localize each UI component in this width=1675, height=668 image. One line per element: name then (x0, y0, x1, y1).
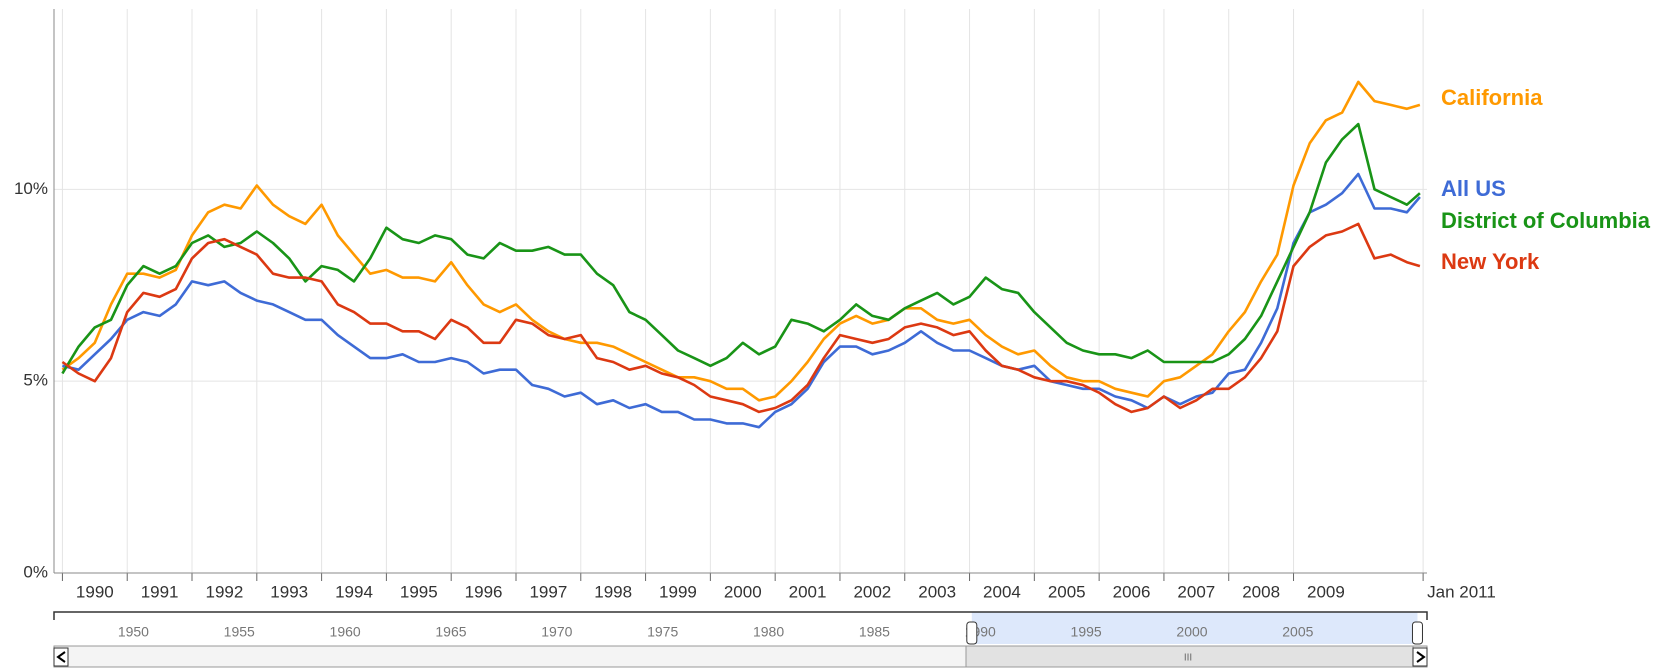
overview-selection (971, 612, 1418, 644)
overview-tick-label: 1950 (118, 624, 149, 640)
y-tick-label: 5% (23, 371, 48, 390)
arrow-right (1416, 651, 1426, 663)
overview-tick-label: 1955 (224, 624, 255, 640)
selection-handle[interactable] (966, 621, 978, 645)
x-tick-label: 1997 (529, 582, 567, 601)
x-tick-label: Jan 2011 (1427, 582, 1496, 601)
x-tick-label: 2005 (1048, 582, 1086, 601)
x-tick-label: 2002 (853, 582, 891, 601)
series-line (61, 80, 1421, 402)
x-tick-label: 2003 (918, 582, 956, 601)
selection-handle[interactable] (1411, 621, 1423, 645)
overview-tick-label: 1995 (1071, 624, 1102, 640)
legend-label: California (1441, 85, 1543, 110)
x-tick-label: 1994 (335, 582, 373, 601)
legend-label: New York (1441, 249, 1540, 274)
overview-tick-label: 1960 (330, 624, 361, 640)
x-tick-label: 2001 (789, 582, 827, 601)
overview-tick-label: 1980 (753, 624, 784, 640)
x-tick-label: 2006 (1113, 582, 1151, 601)
x-tick-label: 2007 (1177, 582, 1215, 601)
x-tick-label: 2009 (1307, 582, 1345, 601)
x-tick-label: 1990 (76, 582, 114, 601)
x-tick-label: 1995 (400, 582, 438, 601)
arrow-left (56, 651, 66, 663)
overview-tick-label: 2000 (1176, 624, 1207, 640)
y-tick-label: 0% (23, 562, 48, 581)
overview-tick-label: 1975 (647, 624, 678, 640)
x-tick-label: 1991 (141, 582, 179, 601)
overview-tick-label: 1965 (435, 624, 466, 640)
x-tick-label: 1992 (205, 582, 243, 601)
scroll-left[interactable] (53, 647, 69, 667)
x-tick-label: 1993 (270, 582, 308, 601)
y-tick-label: 10% (14, 179, 48, 198)
plot: 0% 5% 10% 1990 1991 1992 1993 1994 1995 1996 1997 1… (14, 9, 1651, 601)
series-line (61, 222, 1421, 414)
series-line (62, 172, 1421, 429)
thumb-grip: III (1184, 653, 1192, 664)
legend-label: District of Columbia (1441, 208, 1651, 233)
x-tick-label: 1999 (659, 582, 697, 601)
legend-label: All US (1441, 176, 1506, 201)
overview-axis (53, 611, 1428, 620)
overview-tick-label: 1970 (541, 624, 572, 640)
overview-tick-label: 2005 (1282, 624, 1313, 640)
overview-tick-label: 1985 (859, 624, 890, 640)
x-tick-label: 2008 (1242, 582, 1280, 601)
x-tick-label: 1998 (594, 582, 632, 601)
x-tick-label: 2004 (983, 582, 1021, 601)
series-line (61, 122, 1421, 375)
scroll-right[interactable] (1412, 647, 1428, 667)
overview[interactable]: 1950 1955 1960 1965 1970 1975 1980 1985 1990 1995… (53, 611, 1428, 645)
x-tick-label: 2000 (724, 582, 762, 601)
x-tick-label: 1996 (465, 582, 503, 601)
